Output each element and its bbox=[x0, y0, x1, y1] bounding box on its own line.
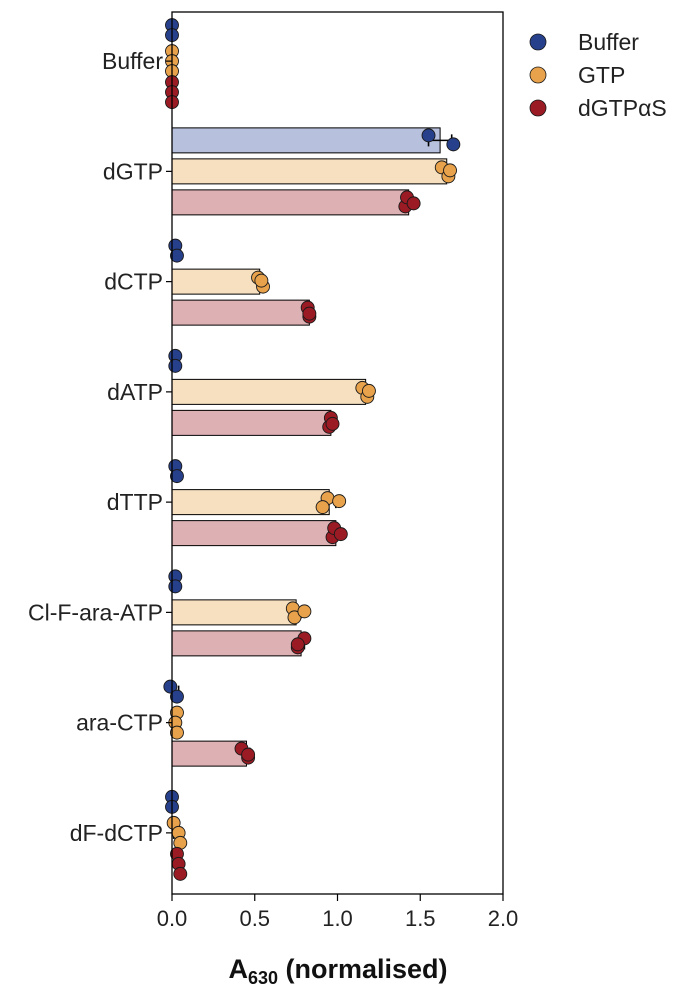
bar bbox=[171, 299, 310, 326]
bar bbox=[171, 599, 297, 626]
bar bbox=[171, 520, 337, 547]
category-label: dTTP bbox=[107, 489, 163, 515]
data-point bbox=[290, 637, 305, 652]
bar bbox=[171, 158, 448, 185]
bar bbox=[171, 630, 302, 657]
legend-marker bbox=[529, 33, 547, 51]
x-tick-label: 0.5 bbox=[239, 906, 270, 931]
data-point bbox=[361, 383, 376, 398]
category-label: ara-CTP bbox=[76, 710, 163, 736]
data-point bbox=[315, 500, 330, 515]
bar bbox=[171, 189, 410, 216]
data-point bbox=[170, 248, 184, 263]
bar bbox=[171, 378, 367, 405]
data-point bbox=[170, 469, 184, 484]
data-point bbox=[446, 137, 461, 152]
category-label: Buffer bbox=[102, 48, 163, 74]
x-tick-label: 0.0 bbox=[157, 906, 188, 931]
legend-label: dGTPαS bbox=[578, 95, 667, 121]
data-point bbox=[170, 689, 184, 704]
x-axis: 0.0 0.5 1.0 1.5 2.0 bbox=[157, 894, 519, 931]
data-point bbox=[297, 604, 312, 619]
bar bbox=[171, 740, 247, 767]
data-point bbox=[173, 866, 188, 881]
data-point bbox=[163, 679, 178, 694]
legend-label: Buffer bbox=[578, 29, 639, 55]
x-axis-title-suffix: (normalised) bbox=[278, 954, 448, 984]
legend-label: GTP bbox=[578, 62, 625, 88]
data-point bbox=[302, 306, 317, 321]
data-point bbox=[168, 358, 183, 373]
category-label: dCTP bbox=[104, 269, 163, 295]
bars-layer bbox=[171, 127, 448, 767]
category-label: Cl-F-ara-ATP bbox=[28, 599, 163, 625]
x-tick-label: 2.0 bbox=[488, 906, 519, 931]
data-point bbox=[333, 527, 348, 542]
x-tick-label: 1.0 bbox=[322, 906, 353, 931]
category-label: dF-dCTP bbox=[70, 820, 163, 846]
x-tick-label: 1.5 bbox=[405, 906, 436, 931]
bar bbox=[171, 489, 330, 516]
x-axis-title-main: A bbox=[228, 954, 248, 984]
points-layer bbox=[163, 18, 461, 881]
legend: Buffer GTP dGTPαS bbox=[529, 29, 667, 121]
data-point bbox=[254, 273, 269, 288]
bar bbox=[171, 409, 332, 436]
data-point bbox=[443, 163, 457, 178]
category-label: dGTP bbox=[103, 158, 163, 184]
y-axis: Buffer dGTP dCTP dATP dTTP Cl-F-ara-ATP ara-CT… bbox=[28, 48, 172, 846]
x-axis-title: A630 (normalised) bbox=[228, 954, 447, 988]
data-point bbox=[406, 196, 421, 211]
legend-marker bbox=[529, 66, 547, 84]
data-point bbox=[332, 494, 347, 509]
data-point bbox=[241, 747, 256, 762]
bar bbox=[171, 127, 441, 154]
data-point bbox=[168, 579, 183, 594]
bar bbox=[171, 268, 261, 295]
data-point bbox=[170, 725, 184, 740]
x-axis-title-sub: 630 bbox=[248, 968, 278, 988]
data-point bbox=[421, 128, 436, 143]
data-point bbox=[325, 416, 340, 431]
category-label: dATP bbox=[107, 379, 163, 405]
legend-marker bbox=[529, 99, 547, 117]
